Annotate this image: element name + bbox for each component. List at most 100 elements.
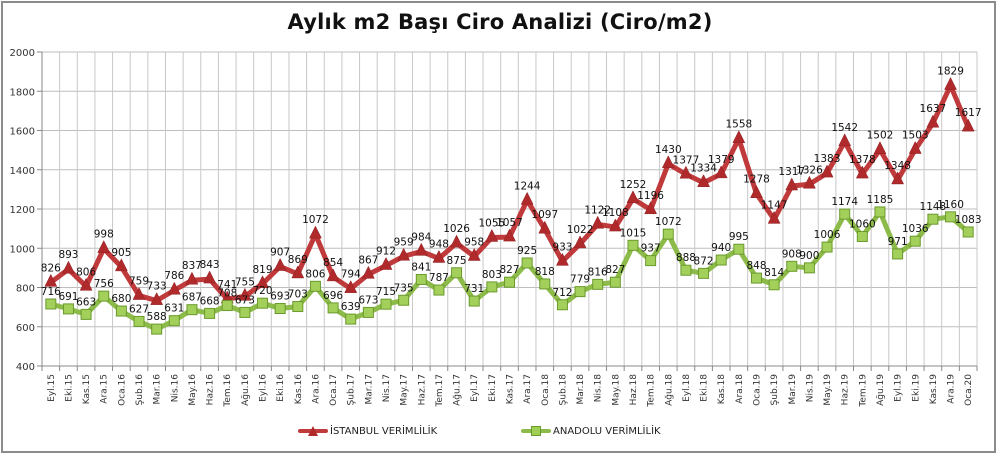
data-point[interactable] xyxy=(309,225,322,239)
data-point[interactable] xyxy=(345,313,357,325)
data-point[interactable] xyxy=(680,264,692,276)
data-point[interactable] xyxy=(961,118,975,132)
data-point[interactable] xyxy=(97,240,111,253)
data-point[interactable] xyxy=(945,211,957,223)
data-point[interactable] xyxy=(238,287,252,301)
data-point[interactable] xyxy=(539,278,551,290)
data-point[interactable] xyxy=(414,242,428,256)
data-point[interactable] xyxy=(574,286,586,298)
data-point[interactable] xyxy=(167,281,181,295)
data-point[interactable] xyxy=(504,276,515,288)
data-point[interactable] xyxy=(133,315,145,327)
data-point[interactable] xyxy=(786,260,798,272)
data-point[interactable] xyxy=(608,218,622,232)
data-point[interactable] xyxy=(679,165,693,179)
data-point[interactable] xyxy=(803,175,816,189)
data-point[interactable] xyxy=(839,208,851,220)
data-point[interactable] xyxy=(662,228,674,240)
data-point[interactable] xyxy=(467,247,481,261)
data-point[interactable] xyxy=(185,271,199,285)
data-point[interactable] xyxy=(62,303,74,315)
data-point[interactable] xyxy=(432,249,446,263)
data-point[interactable] xyxy=(203,270,216,284)
data-point[interactable] xyxy=(591,215,605,229)
data-point[interactable] xyxy=(803,262,815,274)
data-point[interactable] xyxy=(79,277,93,291)
data-point[interactable] xyxy=(450,234,463,248)
data-point[interactable] xyxy=(151,323,163,335)
data-point[interactable] xyxy=(750,272,762,284)
data-point[interactable] xyxy=(767,210,781,224)
data-point[interactable] xyxy=(626,190,640,204)
data-point[interactable] xyxy=(556,252,569,266)
data-point[interactable] xyxy=(573,235,587,249)
data-point[interactable] xyxy=(627,239,639,251)
data-point[interactable] xyxy=(926,114,940,128)
data-point[interactable] xyxy=(221,300,233,312)
legend-item-anadolu[interactable]: ANADOLU VERİMLİLİK xyxy=(521,424,661,438)
data-point[interactable] xyxy=(521,257,533,269)
data-point[interactable] xyxy=(485,228,499,242)
data-point[interactable] xyxy=(361,265,375,279)
data-point[interactable] xyxy=(80,308,92,320)
data-point[interactable] xyxy=(433,284,445,296)
data-point[interactable] xyxy=(503,228,516,242)
data-point[interactable] xyxy=(273,257,287,271)
data-point[interactable] xyxy=(344,280,358,293)
data-point[interactable] xyxy=(326,268,340,282)
data-point[interactable] xyxy=(468,295,480,307)
data-point[interactable] xyxy=(873,141,887,154)
data-point[interactable] xyxy=(239,306,251,318)
data-point[interactable] xyxy=(362,306,374,318)
legend-item-istanbul[interactable]: İSTANBUL VERİMLİLİK xyxy=(298,424,437,438)
data-point[interactable] xyxy=(257,297,269,309)
data-point[interactable] xyxy=(644,201,658,215)
data-point[interactable] xyxy=(486,281,498,293)
data-point[interactable] xyxy=(944,76,957,90)
data-point[interactable] xyxy=(398,294,410,306)
data-point[interactable] xyxy=(909,235,921,247)
data-point[interactable] xyxy=(698,267,710,279)
data-point[interactable] xyxy=(891,171,905,185)
data-point[interactable] xyxy=(204,307,216,319)
data-point[interactable] xyxy=(380,298,392,310)
data-point[interactable] xyxy=(645,255,657,267)
data-point[interactable] xyxy=(451,267,463,279)
data-point[interactable] xyxy=(292,301,304,313)
data-point[interactable] xyxy=(62,260,75,274)
data-point[interactable] xyxy=(168,315,180,327)
data-point[interactable] xyxy=(556,299,568,311)
data-point[interactable] xyxy=(592,278,604,290)
data-point[interactable] xyxy=(397,247,411,261)
data-point[interactable] xyxy=(838,133,852,147)
data-point[interactable] xyxy=(256,275,269,289)
data-point[interactable] xyxy=(855,165,869,179)
data-point[interactable] xyxy=(44,273,58,287)
data-point[interactable] xyxy=(309,280,321,292)
data-point[interactable] xyxy=(768,279,780,291)
data-point[interactable] xyxy=(538,220,552,234)
data-point[interactable] xyxy=(820,164,834,178)
data-point[interactable] xyxy=(45,298,57,310)
data-point[interactable] xyxy=(821,241,833,253)
data-point[interactable] xyxy=(609,276,621,288)
data-point[interactable] xyxy=(750,185,763,198)
data-point[interactable] xyxy=(115,305,127,317)
data-point[interactable] xyxy=(379,256,393,270)
data-point[interactable] xyxy=(274,302,286,314)
data-point[interactable] xyxy=(785,177,799,191)
data-point[interactable] xyxy=(150,292,164,305)
data-point[interactable] xyxy=(327,302,339,314)
data-point[interactable] xyxy=(98,290,110,302)
data-point[interactable] xyxy=(927,213,939,225)
data-point[interactable] xyxy=(186,304,198,316)
data-point[interactable] xyxy=(415,273,427,285)
data-point[interactable] xyxy=(892,248,904,260)
data-point[interactable] xyxy=(962,226,974,238)
data-point[interactable] xyxy=(856,230,868,242)
data-point[interactable] xyxy=(697,174,710,187)
data-point[interactable] xyxy=(715,254,727,266)
data-point[interactable] xyxy=(714,165,728,179)
data-point[interactable] xyxy=(733,243,745,255)
data-point[interactable] xyxy=(732,130,746,143)
